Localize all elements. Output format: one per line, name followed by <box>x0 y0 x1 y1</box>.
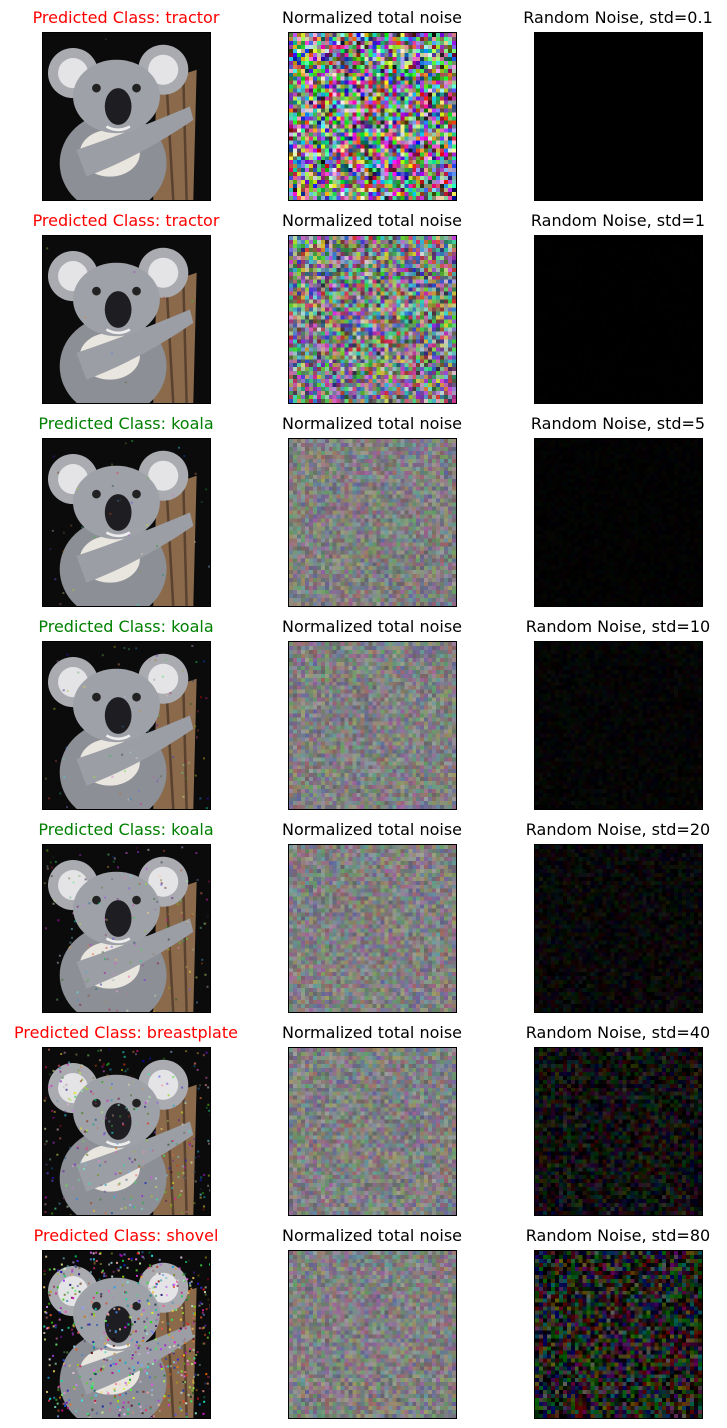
random-noise-image <box>534 235 703 404</box>
noise-title: Normalized total noise <box>242 1023 502 1043</box>
normalized-noise-image <box>288 438 457 607</box>
noise-title: Normalized total noise <box>242 1226 502 1246</box>
noise-title: Normalized total noise <box>242 820 502 840</box>
koala-image <box>42 844 211 1013</box>
koala-image <box>42 641 211 810</box>
random-noise-image <box>534 844 703 1013</box>
prediction-title: Predicted Class: tractor <box>0 211 256 231</box>
random-noise-image <box>534 641 703 810</box>
prediction-title: Predicted Class: koala <box>0 617 256 637</box>
normalized-noise-image <box>288 1250 457 1419</box>
random-noise-image <box>534 1250 703 1419</box>
random-noise-title: Random Noise, std=40 <box>488 1023 727 1043</box>
random-noise-title: Random Noise, std=80 <box>488 1226 727 1246</box>
random-noise-title: Random Noise, std=0.1 <box>488 8 727 28</box>
normalized-noise-image <box>288 641 457 810</box>
random-noise-title: Random Noise, std=10 <box>488 617 727 637</box>
koala-image <box>42 1250 211 1419</box>
normalized-noise-image <box>288 32 457 201</box>
noise-title: Normalized total noise <box>242 8 502 28</box>
prediction-title: Predicted Class: breastplate <box>0 1023 256 1043</box>
noise-title: Normalized total noise <box>242 211 502 231</box>
random-noise-title: Random Noise, std=5 <box>488 414 727 434</box>
normalized-noise-image <box>288 844 457 1013</box>
koala-image <box>42 438 211 607</box>
noise-title: Normalized total noise <box>242 617 502 637</box>
normalized-noise-image <box>288 1047 457 1216</box>
koala-image <box>42 1047 211 1216</box>
prediction-title: Predicted Class: tractor <box>0 8 256 28</box>
prediction-title: Predicted Class: koala <box>0 414 256 434</box>
prediction-title: Predicted Class: koala <box>0 820 256 840</box>
koala-image <box>42 32 211 201</box>
random-noise-title: Random Noise, std=1 <box>488 211 727 231</box>
koala-image <box>42 235 211 404</box>
prediction-title: Predicted Class: shovel <box>0 1226 256 1246</box>
random-noise-title: Random Noise, std=20 <box>488 820 727 840</box>
normalized-noise-image <box>288 235 457 404</box>
random-noise-image <box>534 32 703 201</box>
noise-title: Normalized total noise <box>242 414 502 434</box>
random-noise-image <box>534 1047 703 1216</box>
random-noise-image <box>534 438 703 607</box>
